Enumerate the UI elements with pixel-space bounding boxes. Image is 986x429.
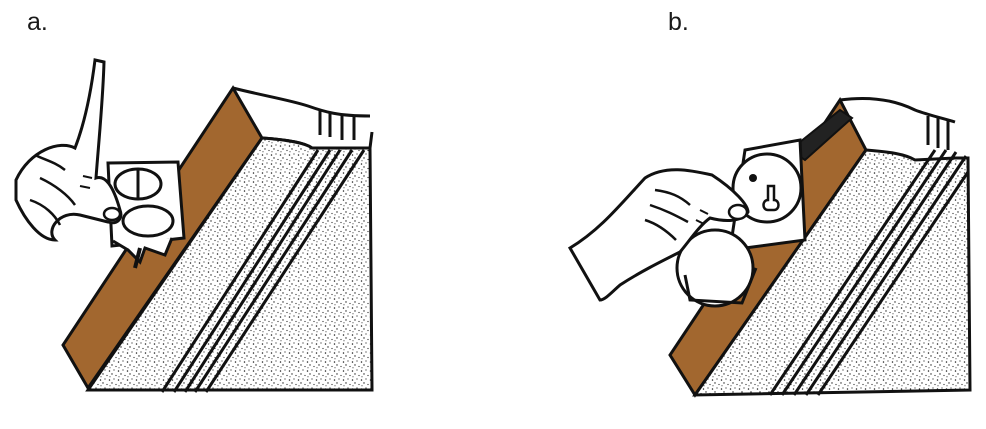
panel-a-figure <box>14 58 374 393</box>
bedding-lines <box>160 149 366 393</box>
hand-icon-b <box>567 168 750 302</box>
panel-a-label: a. <box>27 8 48 36</box>
bedding-lines-b <box>768 149 970 396</box>
outcrop-stippled-face <box>85 136 374 392</box>
hand-icon-a <box>14 58 123 242</box>
outcrop-stippled-face-b <box>692 148 972 397</box>
panel-b-figure <box>567 96 972 398</box>
compass-icon-a <box>106 160 186 269</box>
outcrop-top-outline <box>232 86 371 118</box>
panel-b-label: b. <box>668 8 689 36</box>
compass-icon-b <box>675 108 854 308</box>
